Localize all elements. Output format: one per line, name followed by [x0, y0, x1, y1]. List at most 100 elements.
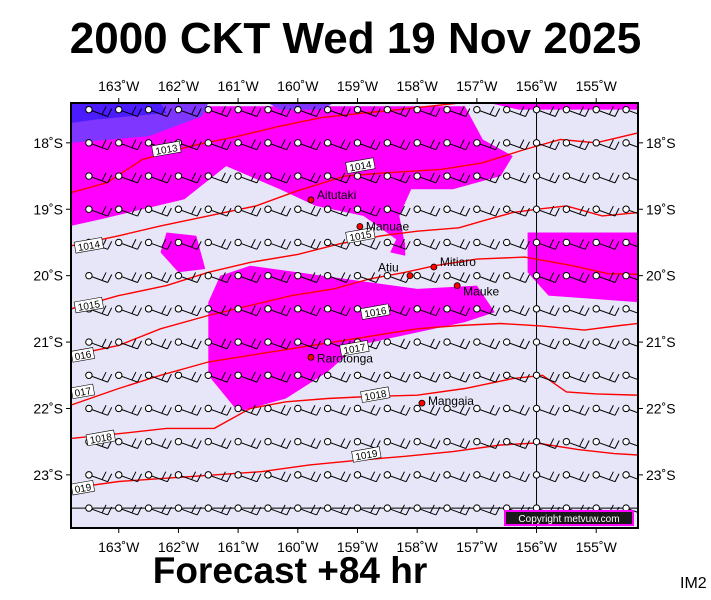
- wind-barb: [264, 504, 292, 516]
- wind-barb: [115, 271, 142, 283]
- wind-barb: [383, 139, 411, 151]
- wind-barb: [204, 238, 232, 250]
- wind-barb: [473, 105, 501, 117]
- wind-barb: [532, 404, 560, 416]
- wind-barb: [264, 238, 292, 250]
- wind-barb: [204, 105, 232, 117]
- wind-barb: [234, 371, 262, 383]
- wind-barb: [264, 471, 292, 483]
- wind-barb: [144, 105, 172, 117]
- wind-barb: [353, 371, 381, 383]
- wind-barb: [592, 371, 620, 383]
- wind-barb: [443, 305, 471, 317]
- isobar-1014: [71, 132, 638, 247]
- wind-barb: [532, 371, 560, 383]
- isobar-label: 016: [71, 347, 95, 363]
- wind-barb: [204, 504, 232, 516]
- lon-tick-label: 155˚W: [576, 78, 618, 94]
- wind-barb: [443, 238, 471, 250]
- lat-tick-label: 22˚S: [646, 400, 676, 416]
- wind-barb: [383, 471, 411, 483]
- island-mangaia: Mangaia: [418, 394, 474, 408]
- wind-barb: [622, 305, 638, 314]
- wind-barb: [592, 404, 620, 416]
- wind-barb: [413, 504, 441, 516]
- lon-tick-label: 160˚W: [277, 539, 319, 555]
- wind-barb: [502, 172, 530, 184]
- wind-barb: [592, 471, 620, 483]
- wind-barb: [144, 471, 172, 483]
- wind-barb: [144, 172, 172, 184]
- wind-barb: [234, 205, 262, 217]
- isobar-1016: [71, 256, 638, 356]
- wind-barb: [622, 139, 638, 148]
- svg-text:1015: 1015: [77, 299, 101, 314]
- rain-area-light: [488, 103, 638, 110]
- wind-barb: [622, 338, 638, 347]
- isobar-label-layer: 1013 1014 1014 1015 1015 1016 016 1017 017 1018 10…: [71, 140, 391, 496]
- wind-barb: [204, 471, 232, 483]
- wind-barb: [294, 305, 322, 317]
- wind-barb: [85, 504, 113, 516]
- wind-barb: [323, 371, 351, 383]
- wind-barb: [115, 371, 142, 383]
- wind-barb: [115, 205, 142, 217]
- wind-barb: [502, 338, 530, 350]
- lat-tick-label: 19˚S: [33, 201, 63, 217]
- wind-barb: [413, 238, 441, 250]
- lat-tick-label: 20˚S: [646, 268, 676, 284]
- isobar-1017: [71, 322, 638, 406]
- wind-barb: [323, 105, 351, 117]
- wind-barb: [413, 371, 441, 383]
- wind-barb: [174, 338, 202, 350]
- wind-barb: [115, 105, 142, 117]
- wind-barb: [353, 471, 381, 483]
- wind-barb: [294, 371, 322, 383]
- wind-barb: [622, 371, 638, 381]
- wind-barb: [562, 238, 590, 250]
- svg-text:017: 017: [74, 386, 93, 400]
- wind-barb: [383, 238, 411, 250]
- wind-barb: [413, 338, 441, 350]
- svg-text:Mauke: Mauke: [463, 285, 499, 299]
- wind-barb: [85, 271, 113, 283]
- svg-text:1013: 1013: [155, 143, 179, 158]
- isobar-label: 017: [71, 383, 95, 400]
- svg-text:1016: 1016: [364, 306, 388, 321]
- wind-barb: [294, 338, 322, 350]
- lon-tick-label: 156˚W: [516, 539, 558, 555]
- wind-barb: [204, 172, 232, 184]
- wind-barb: [532, 205, 560, 217]
- isobar-1013: [71, 103, 459, 194]
- isobar-label: 1013: [151, 140, 182, 158]
- wind-barb: [622, 437, 638, 447]
- wind-barb-layer: [85, 105, 638, 516]
- lon-tick-label: 155˚W: [576, 539, 618, 555]
- lat-tick-label: 21˚S: [646, 334, 676, 350]
- wind-barb: [383, 172, 411, 184]
- lat-tick-label: 19˚S: [646, 201, 676, 217]
- isobar-label: 019: [71, 479, 95, 496]
- wind-barb: [174, 238, 202, 250]
- wind-barb: [144, 504, 172, 516]
- wind-barb: [592, 437, 620, 449]
- wind-barb: [592, 172, 620, 184]
- wind-barb: [592, 238, 620, 250]
- wind-barb: [204, 271, 232, 283]
- wind-barb: [383, 338, 411, 350]
- wind-barb: [353, 404, 381, 416]
- island-mitiaro: Mitiaro: [430, 255, 476, 271]
- wind-barb: [353, 437, 381, 449]
- wind-barb: [532, 139, 560, 151]
- wind-barb: [562, 139, 590, 151]
- lat-tick-label: 18˚S: [646, 135, 676, 151]
- wind-barb: [85, 471, 113, 483]
- wind-barb: [174, 205, 202, 217]
- lat-tick-label: 18˚S: [33, 135, 63, 151]
- wind-barb: [562, 404, 590, 416]
- isobar-label: 1018: [360, 386, 391, 404]
- wind-barb: [323, 437, 351, 449]
- isobar-label: 1017: [339, 340, 370, 357]
- wind-barb: [264, 338, 292, 350]
- wind-barb: [323, 238, 351, 250]
